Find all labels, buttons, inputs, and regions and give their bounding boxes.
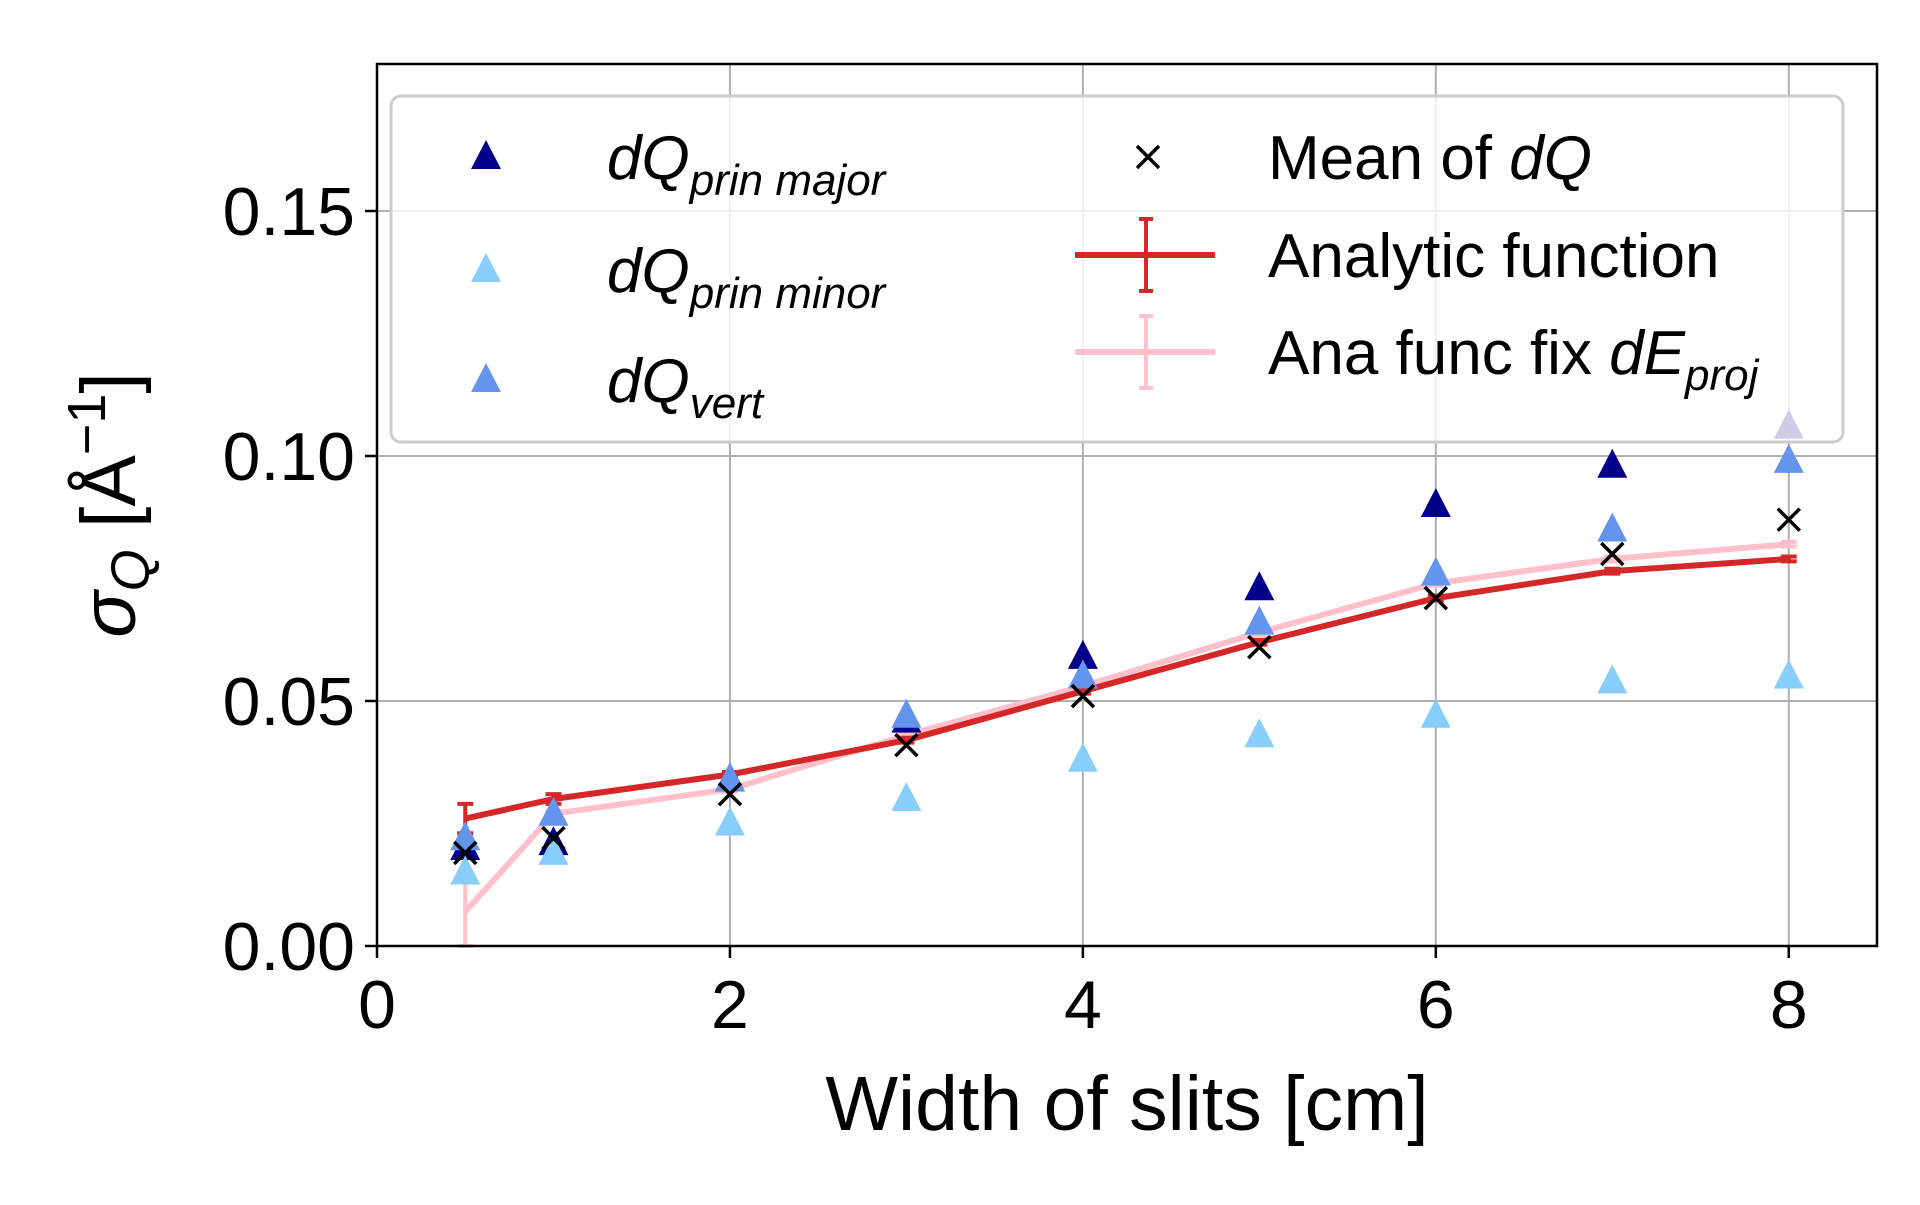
y-axis-label: σQ [Å−1]	[57, 372, 161, 638]
legend-entry: dQvert	[471, 347, 765, 428]
data-point	[538, 835, 569, 865]
data-point	[1244, 718, 1275, 748]
x-tick-label: 8	[1770, 967, 1808, 1043]
x-tick-label: 4	[1064, 967, 1102, 1043]
legend-marker	[471, 253, 501, 282]
legend-label-sub: vert	[690, 379, 765, 428]
data-point	[717, 781, 743, 807]
series-line	[464, 555, 1789, 822]
legend-label-sub: prin major	[688, 156, 888, 205]
series-dq-prin-major	[450, 409, 1804, 860]
data-point	[1244, 571, 1275, 601]
data-point	[450, 855, 481, 885]
plot-frame	[375, 62, 1879, 948]
y-label-close: ]	[66, 372, 152, 393]
legend-label: Ana func fix dEproj	[1268, 319, 1760, 400]
legend-label-italic: dQ	[1509, 124, 1592, 193]
data-point	[538, 796, 569, 826]
legend-label-main: Mean of	[1268, 124, 1509, 193]
y-label-sup: −1	[57, 394, 117, 456]
legend-label-main: Ana func fix	[1268, 319, 1609, 388]
data-point	[714, 806, 745, 836]
legend-label: dQvert	[607, 347, 765, 428]
data-point	[1773, 659, 1804, 689]
y-label-unit: [Å	[66, 455, 152, 528]
y-tick-label: 0.15	[223, 174, 355, 250]
data-point	[450, 821, 481, 851]
legend-entry: Mean of dQ	[1135, 124, 1592, 193]
x-axis-label: Width of slits [cm]	[825, 1061, 1428, 1147]
legend-entry: dQprin minor	[471, 237, 888, 318]
legend-label: Analytic function	[1268, 222, 1719, 291]
legend-entry: Ana func fix dEproj	[1075, 314, 1760, 400]
series-dq-vert	[450, 443, 1804, 851]
legend-label-sub: proj	[1683, 351, 1760, 400]
data-point	[891, 698, 922, 728]
y-label-sub: Q	[101, 549, 161, 591]
data-point	[1067, 659, 1098, 689]
ticks: 0 2 4 6 8 0.00 0.05 0.10 0.15	[223, 174, 1808, 1043]
legend-label-italic: dE	[1609, 319, 1685, 388]
legend-label: dQprin major	[607, 124, 888, 205]
x-tick-label: 6	[1417, 967, 1455, 1043]
y-tick-label: 0.05	[223, 664, 355, 740]
data-point	[891, 782, 922, 811]
legend-label-main: Analytic function	[1268, 222, 1719, 291]
legend-entry: dQprin major	[471, 124, 888, 205]
series-analytic-function	[457, 554, 1797, 836]
data-point	[1420, 488, 1451, 517]
data-point	[1420, 698, 1451, 728]
legend-label-main: dQ	[607, 124, 690, 193]
legend-label-sub: prin minor	[688, 269, 888, 318]
legend-entry: Analytic function	[1075, 217, 1719, 293]
data-point	[1067, 742, 1098, 772]
series-line	[463, 541, 1790, 914]
legend-marker	[471, 363, 501, 392]
data-point	[1423, 585, 1449, 611]
legend-box	[389, 94, 1845, 444]
data-point	[1600, 541, 1625, 567]
plot-marks	[450, 409, 1804, 948]
data-point	[452, 840, 478, 866]
data-point	[1420, 556, 1451, 586]
series-mean-of-dq	[452, 507, 1801, 866]
legend-label-main: dQ	[607, 347, 690, 416]
x-tick-label: 0	[358, 967, 396, 1043]
data-point	[1597, 448, 1628, 478]
data-point	[541, 825, 566, 851]
data-point	[1597, 512, 1628, 542]
data-point	[894, 732, 919, 758]
legend-label: Mean of dQ	[1268, 124, 1592, 193]
data-point	[1597, 664, 1628, 694]
legend-label: dQprin minor	[607, 237, 888, 318]
series-dq-prin-minor	[450, 659, 1804, 885]
x-tick-label: 2	[711, 967, 749, 1043]
y-label-sigma: σ	[66, 589, 152, 638]
legend-marker	[471, 140, 501, 169]
series-ana-func-fix-de-proj	[457, 539, 1797, 948]
legend-label-main: dQ	[607, 237, 690, 306]
data-point	[1244, 605, 1275, 635]
data-point	[1067, 639, 1098, 669]
y-tick-label: 0.10	[223, 419, 355, 495]
legend-marker	[1135, 144, 1161, 170]
data-point	[1776, 507, 1801, 532]
y-tick-label: 0.00	[223, 909, 355, 985]
data-point	[1773, 443, 1804, 473]
data-point	[1247, 634, 1272, 660]
data-point	[1070, 683, 1096, 709]
